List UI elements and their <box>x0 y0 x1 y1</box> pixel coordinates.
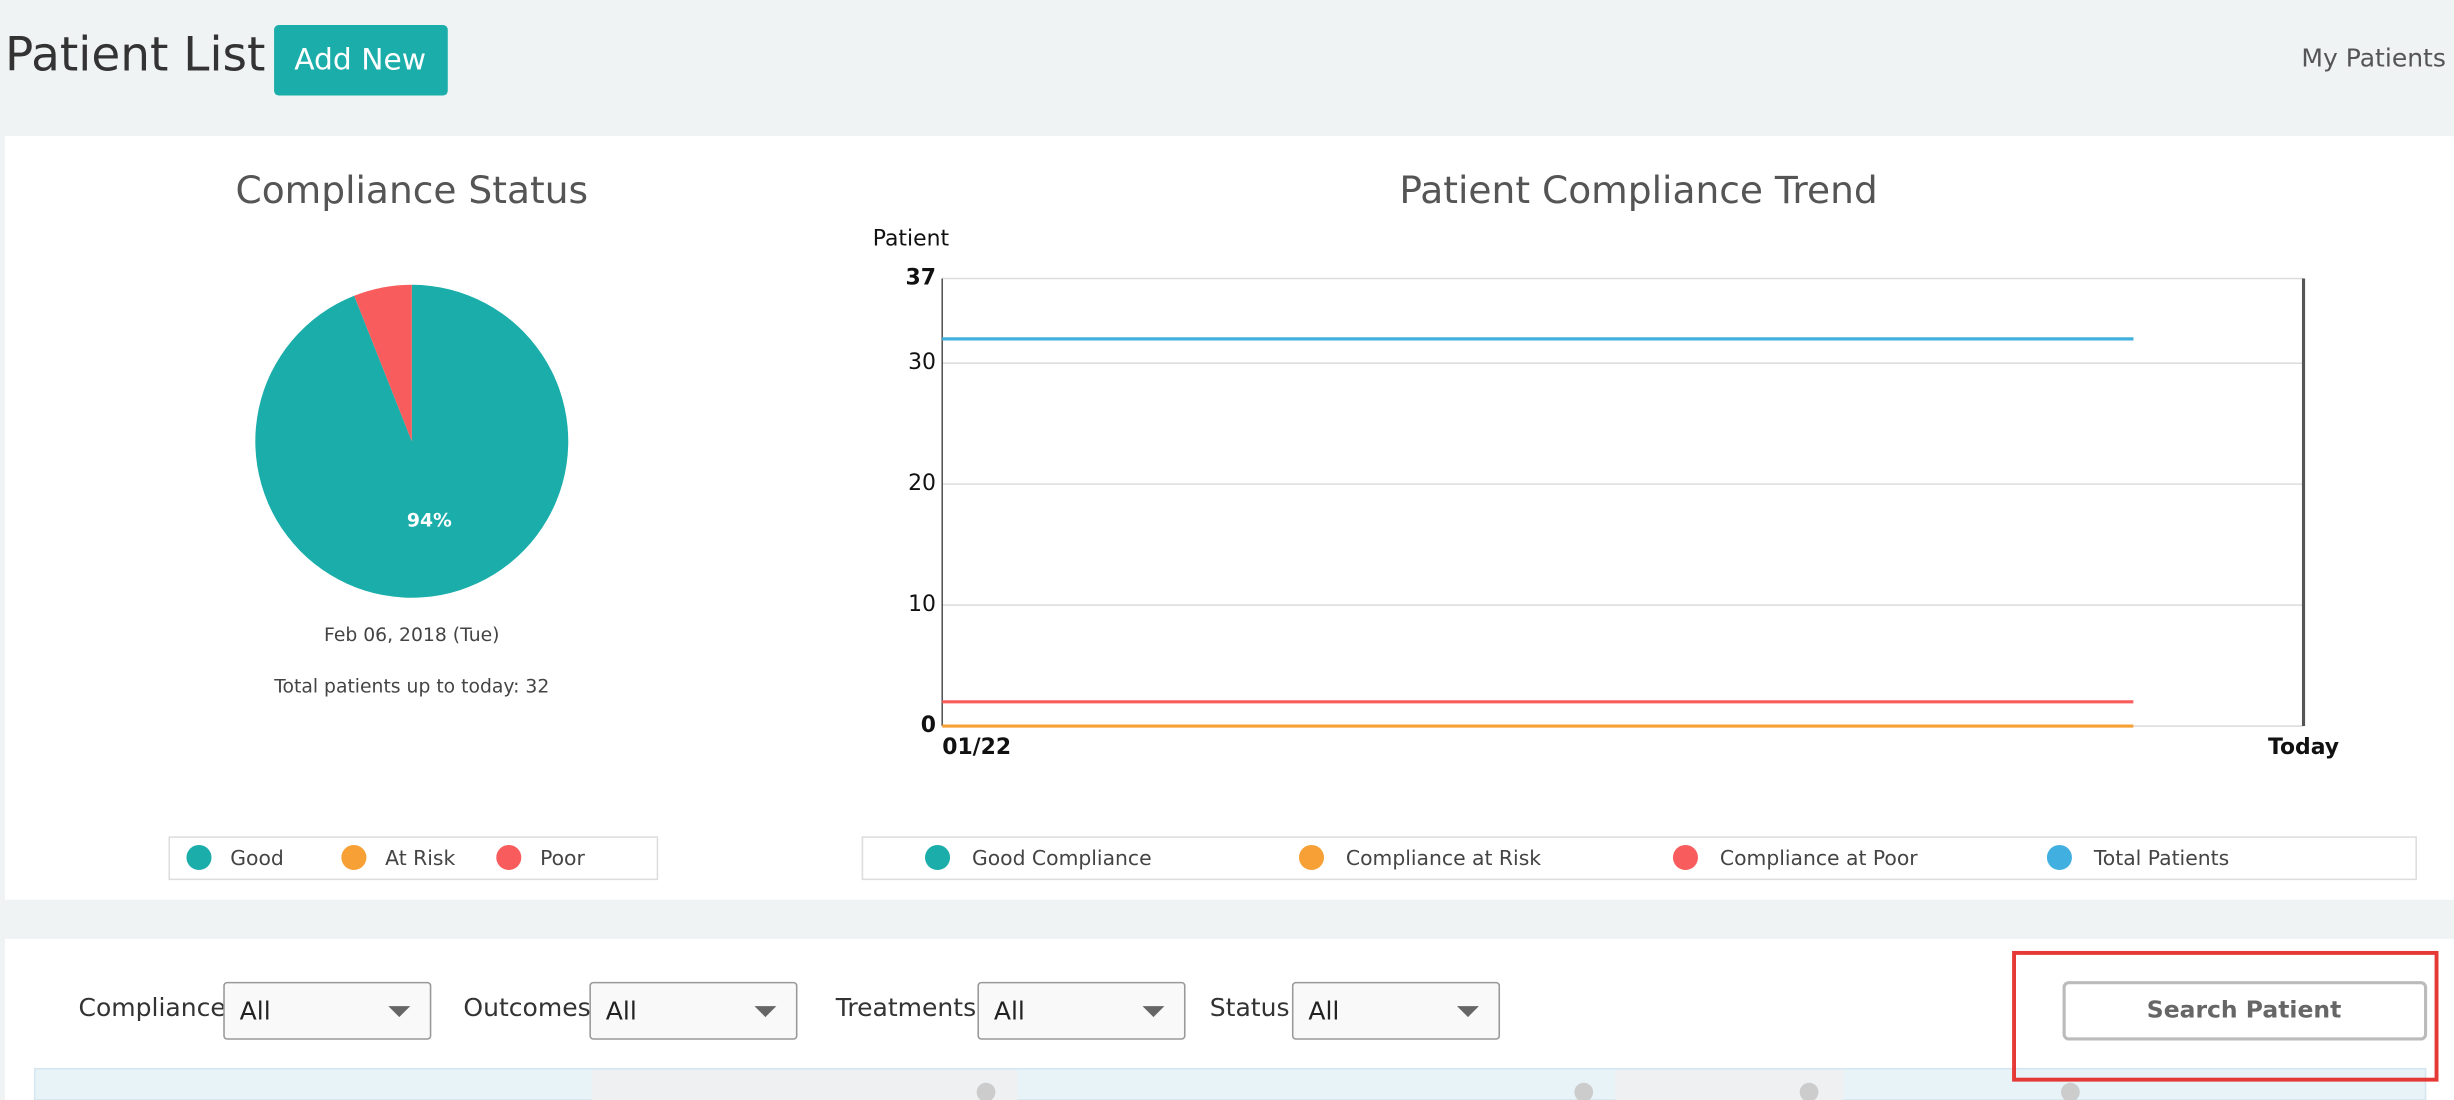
filter-label: Treatments <box>835 993 976 1022</box>
nav-link[interactable]: My Patients <box>2301 43 2445 72</box>
filter-label: Status <box>1210 993 1290 1022</box>
legend-swatch[interactable] <box>2046 844 2072 870</box>
legend-label[interactable]: Compliance at Risk <box>1346 846 1541 870</box>
date-label: Feb 06, 2018 (Tue) <box>324 625 499 646</box>
total-note: Total patients up to today: 32 <box>273 676 549 697</box>
legend-label[interactable]: Compliance at Poor <box>1720 846 1918 870</box>
filter-value: All <box>606 996 637 1025</box>
filter-value: All <box>994 996 1025 1025</box>
legend-label[interactable]: At Risk <box>385 846 455 870</box>
legend-label[interactable]: Good <box>230 846 284 870</box>
legend-swatch[interactable] <box>925 844 951 870</box>
legend-label[interactable]: Good Compliance <box>972 846 1152 870</box>
legend-swatch[interactable] <box>1298 844 1325 870</box>
y-axis-label: Patient <box>873 226 950 251</box>
chart-title: Compliance Status <box>235 168 588 212</box>
filter-dropdown[interactable] <box>977 981 1186 1040</box>
table-header <box>33 1067 2427 1100</box>
dropdown-arrow <box>1142 1006 1165 1018</box>
legend-swatch[interactable] <box>496 844 522 870</box>
legend-swatch[interactable] <box>186 844 212 870</box>
info-icon[interactable] <box>1574 1082 1594 1100</box>
x-tick-label: 01/22 <box>942 735 1011 760</box>
legend-label[interactable]: Total Patients <box>2093 846 2229 870</box>
search-button[interactable] <box>2062 981 2428 1041</box>
add-new-button[interactable] <box>274 25 448 96</box>
y-tick-label: 10 <box>908 592 936 617</box>
filter-dropdown[interactable] <box>589 981 798 1040</box>
info-icon[interactable] <box>976 1082 996 1100</box>
legend-swatch[interactable] <box>341 844 367 870</box>
legend-swatch[interactable] <box>1672 844 1698 870</box>
y-tick-label: 30 <box>908 350 936 375</box>
slice-label: 94% <box>407 510 452 531</box>
filter-dropdown[interactable] <box>1291 981 1501 1040</box>
table-header-cell <box>591 1070 1018 1100</box>
add-new-label: Add New <box>294 43 426 78</box>
info-icon[interactable] <box>2060 1082 2080 1100</box>
y-tick-label: 37 <box>905 266 935 291</box>
page-title: Patient List <box>5 27 265 82</box>
search-label: Search Patient <box>2147 995 2342 1023</box>
highlight-box <box>2012 950 2439 1082</box>
pie-slice <box>354 284 412 442</box>
pie-slice <box>255 284 569 598</box>
filter-value: All <box>1308 996 1339 1025</box>
y-tick-label: 20 <box>908 471 936 496</box>
filter-value: All <box>240 996 271 1025</box>
dropdown-arrow <box>1457 1006 1479 1018</box>
legend-box <box>168 836 659 881</box>
dropdown-arrow <box>754 1006 777 1018</box>
filter-dropdown[interactable] <box>223 981 432 1040</box>
filter-label: Outcomes <box>463 993 590 1022</box>
info-icon[interactable] <box>1799 1082 1819 1100</box>
chart-title: Patient Compliance Trend <box>1399 168 1877 212</box>
y-tick-label: 0 <box>921 713 936 738</box>
legend-label[interactable]: Poor <box>540 846 585 870</box>
filter-label: Compliance <box>78 993 225 1022</box>
legend-box <box>861 836 2417 881</box>
dropdown-arrow <box>388 1006 411 1018</box>
x-tick-label: Today <box>2268 735 2339 760</box>
